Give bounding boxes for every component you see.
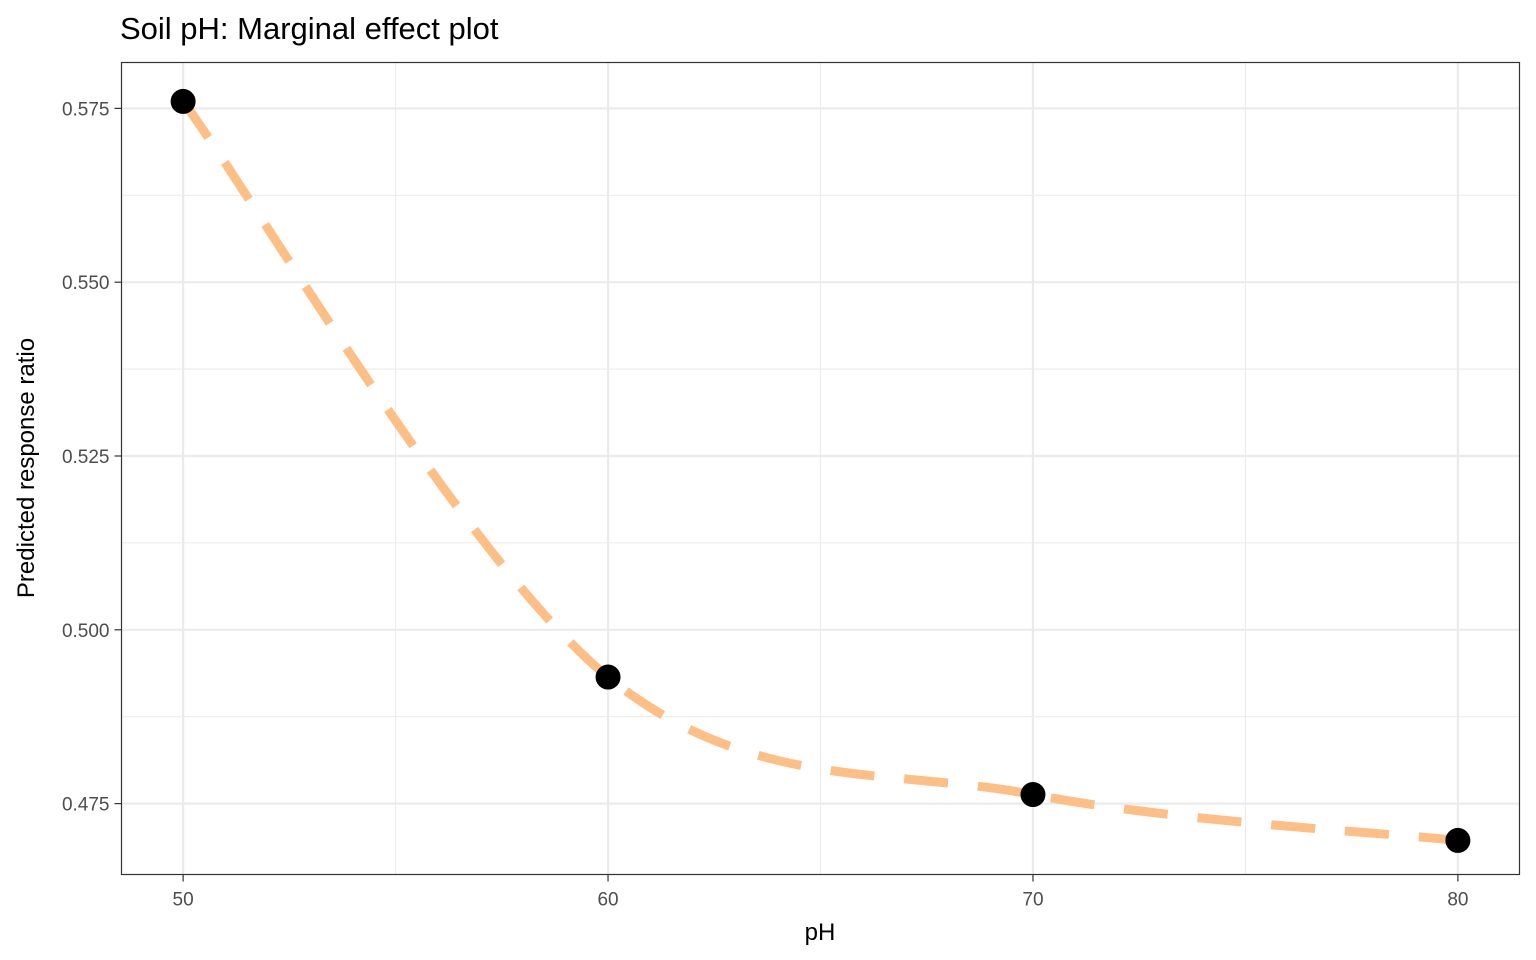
- y-tick-label: 0.550: [62, 273, 110, 294]
- data-point: [1445, 827, 1471, 853]
- x-tick-label: 80: [1447, 890, 1468, 911]
- data-point: [595, 664, 621, 690]
- x-tick-label: 70: [1022, 890, 1043, 911]
- series-line-layer: [179, 98, 1459, 845]
- data-point: [170, 88, 196, 114]
- panel-border: [120, 61, 1521, 876]
- y-tick-label: 0.575: [62, 99, 110, 120]
- y-tick-label: 0.475: [62, 795, 110, 816]
- y-axis-title: Predicted response ratio: [13, 338, 40, 598]
- grid-lines: [121, 62, 1520, 875]
- y-tick-label: 0.525: [62, 447, 110, 468]
- chart-title: Soil pH: Marginal effect plot: [120, 11, 499, 46]
- y-tick-label: 0.500: [62, 621, 110, 642]
- data-points: [170, 88, 1471, 853]
- data-point: [1020, 782, 1046, 808]
- y-axis: 0.475 0.500 0.525 0.550 0.575: [62, 99, 122, 816]
- x-tick-label: 50: [173, 890, 194, 911]
- x-axis: 50 60 70 80: [173, 874, 1468, 911]
- x-axis-title: pH: [805, 919, 836, 946]
- series-line: [179, 98, 1459, 845]
- x-tick-label: 60: [597, 890, 618, 911]
